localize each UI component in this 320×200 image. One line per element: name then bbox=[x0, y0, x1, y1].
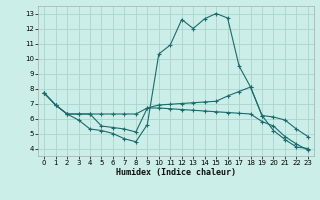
X-axis label: Humidex (Indice chaleur): Humidex (Indice chaleur) bbox=[116, 168, 236, 177]
